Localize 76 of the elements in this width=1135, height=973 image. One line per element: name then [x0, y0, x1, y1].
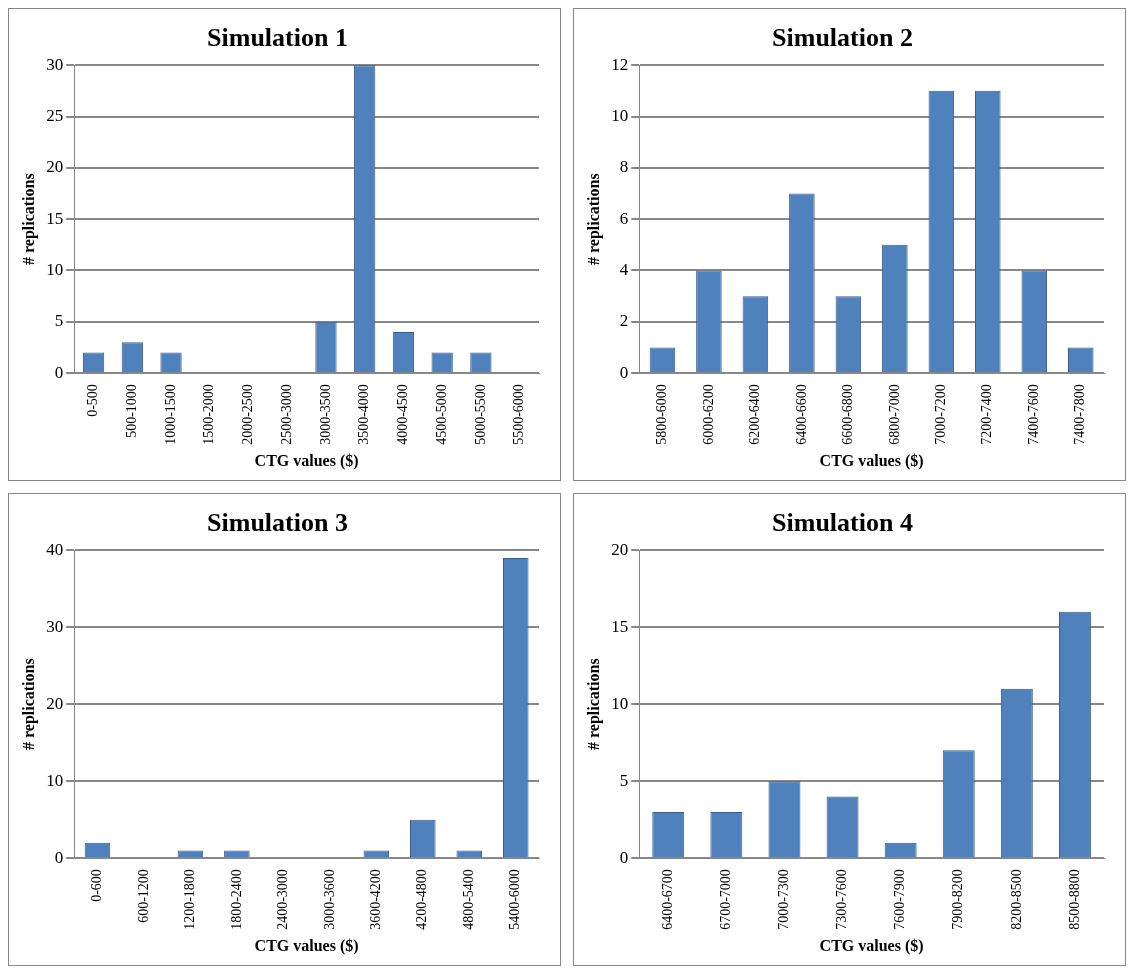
x-tick-label: 1000-1500 [162, 384, 178, 445]
x-tick-label: 2500-3000 [278, 384, 294, 445]
x-tick-label: 5400-6000 [507, 869, 523, 930]
y-tick-label: 0 [54, 362, 64, 382]
x-tick-label: 6800-7000 [886, 384, 902, 445]
x-tick-label: 0-500 [85, 384, 101, 417]
chart-title: Simulation 3 [207, 508, 348, 538]
y-tick-label: 0 [619, 362, 629, 382]
x-tick-label: 500-1000 [123, 384, 139, 438]
y-tick-label: 40 [46, 539, 64, 559]
y-tick-label: 5 [619, 770, 629, 790]
x-tick-label: 0-600 [89, 869, 105, 902]
chart-title: Simulation 4 [772, 508, 913, 538]
y-tick-label: 10 [46, 770, 64, 790]
x-tick-label: 6400-6600 [793, 384, 809, 445]
x-tick-label: 8500-8800 [1066, 869, 1082, 930]
x-tick-label: 3500-4000 [356, 384, 372, 445]
y-axis-title: # replications [584, 173, 603, 266]
x-tick-label: 6400-6700 [659, 869, 675, 930]
y-axis-title: # replications [19, 658, 38, 751]
y-tick-label: 6 [619, 208, 629, 228]
x-axis-title: CTG values ($) [254, 936, 359, 955]
x-tick-label: 5800-6000 [654, 384, 670, 445]
y-tick-label: 10 [611, 105, 629, 125]
x-tick-label: 5000-5500 [472, 384, 488, 445]
x-tick-label: 7200-7400 [979, 384, 995, 445]
x-axis-title: CTG values ($) [819, 451, 924, 470]
y-tick-label: 0 [54, 847, 64, 867]
x-tick-label: 1200-1800 [182, 869, 198, 930]
y-tick-label: 15 [46, 208, 64, 228]
x-axis-title: CTG values ($) [819, 936, 924, 955]
x-tick-label: 4500-5000 [433, 384, 449, 445]
y-tick-label: 25 [46, 105, 64, 125]
y-tick-label: 20 [46, 693, 64, 713]
x-tick-label: 7300-7600 [834, 869, 850, 930]
x-tick-label: 7900-8200 [950, 869, 966, 930]
y-tick-label: 20 [46, 157, 64, 177]
x-tick-label: 6600-6800 [840, 384, 856, 445]
y-tick-label: 12 [611, 54, 629, 74]
y-tick-label: 10 [611, 693, 629, 713]
x-tick-label: 6000-6200 [700, 384, 716, 445]
y-tick-label: 15 [611, 616, 629, 636]
x-tick-label: 4800-5400 [460, 869, 476, 930]
x-tick-label: 6700-7000 [718, 869, 734, 930]
y-axis-title: # replications [19, 173, 38, 266]
x-tick-label: 600-1200 [135, 869, 151, 923]
y-tick-label: 0 [619, 847, 629, 867]
y-tick-label: 4 [619, 259, 629, 279]
x-tick-label: 2000-2500 [240, 384, 256, 445]
chart-title: Simulation 1 [207, 23, 348, 53]
y-tick-label: 5 [54, 311, 64, 331]
x-tick-label: 7000-7300 [776, 869, 792, 930]
y-tick-label: 20 [611, 539, 629, 559]
x-tick-label: 6200-6400 [747, 384, 763, 445]
x-tick-label: 7400-7800 [1072, 384, 1088, 445]
x-tick-label: 7400-7600 [1025, 384, 1041, 445]
x-tick-label: 3000-3500 [317, 384, 333, 445]
x-tick-label: 3600-4200 [367, 869, 383, 930]
y-tick-label: 30 [46, 616, 64, 636]
y-tick-label: 30 [46, 54, 64, 74]
x-tick-label: 1800-2400 [228, 869, 244, 930]
x-tick-label: 2400-3000 [275, 869, 291, 930]
x-tick-label: 5500-6000 [511, 384, 527, 445]
x-tick-label: 4200-4800 [414, 869, 430, 930]
y-axis-title: # replications [584, 658, 603, 751]
y-tick-label: 2 [619, 311, 629, 331]
chart-title: Simulation 2 [772, 23, 913, 53]
x-tick-label: 1500-2000 [201, 384, 217, 445]
x-tick-label: 4000-4500 [395, 384, 411, 445]
x-axis-title: CTG values ($) [254, 451, 359, 470]
x-tick-label: 7000-7200 [932, 384, 948, 445]
x-tick-label: 3000-3600 [321, 869, 337, 930]
x-tick-label: 7600-7900 [892, 869, 908, 930]
x-tick-label: 8200-8500 [1008, 869, 1024, 930]
y-tick-label: 8 [619, 157, 629, 177]
y-tick-label: 10 [46, 259, 64, 279]
